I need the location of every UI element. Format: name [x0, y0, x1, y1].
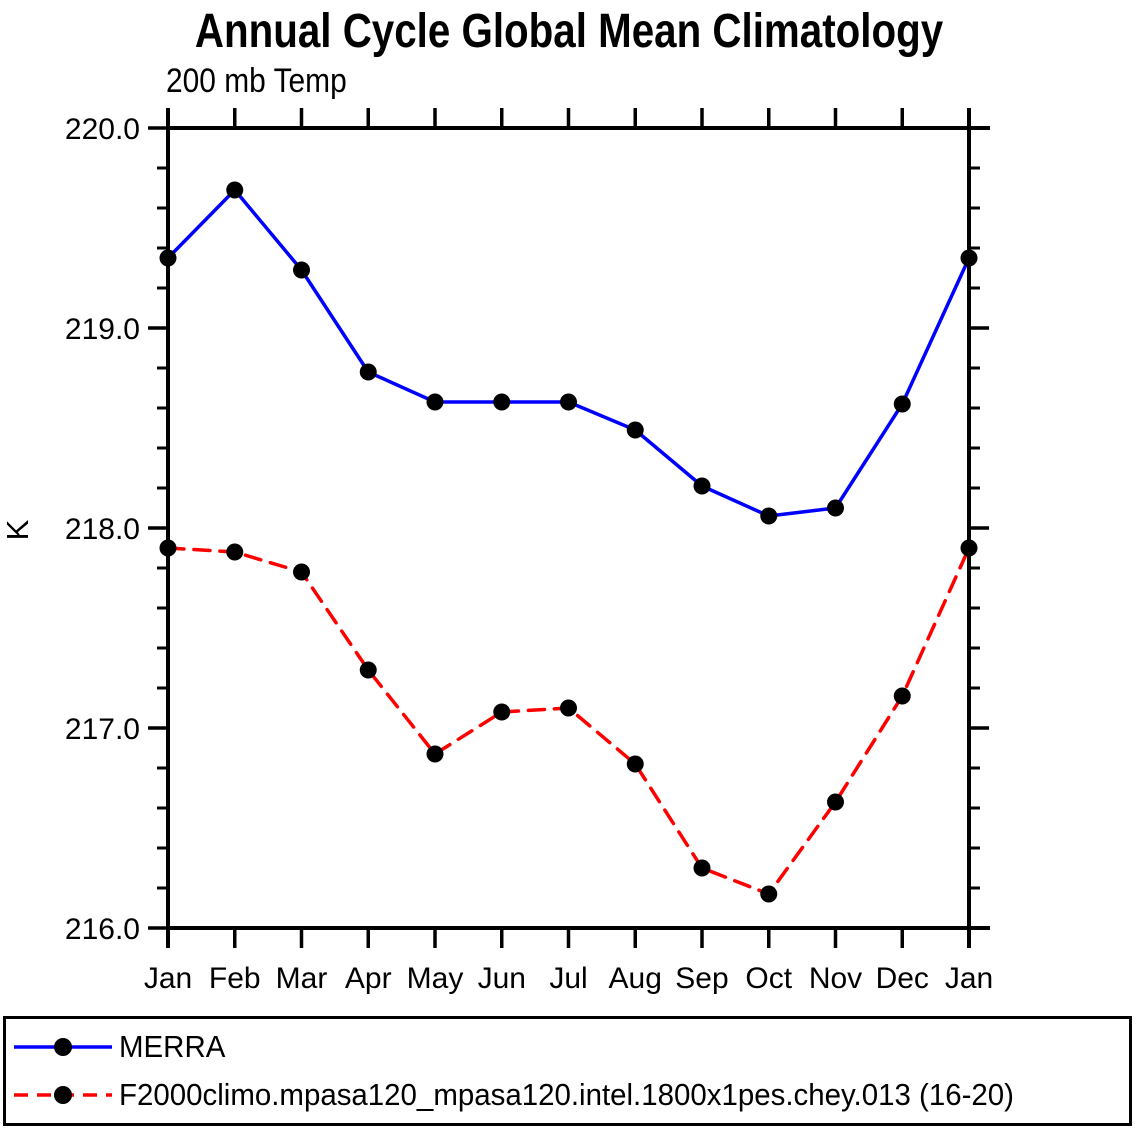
x-tick-label: Oct — [745, 962, 792, 995]
data-point-marker-0 — [426, 393, 444, 411]
x-tick-label: Jan — [945, 962, 993, 995]
chart-subtitle: 200 mb Temp — [166, 62, 347, 100]
x-tick-label: Jan — [144, 962, 192, 995]
x-tick-label: Apr — [345, 962, 392, 995]
chart-title: Annual Cycle Global Mean Climatology — [194, 5, 944, 58]
x-tick-label: Jun — [478, 962, 526, 995]
data-point-marker-0 — [893, 395, 911, 413]
x-tick-label: Aug — [609, 962, 662, 995]
data-point-marker-0 — [159, 249, 177, 267]
data-point-marker-0 — [293, 261, 310, 279]
data-point-marker-1 — [827, 793, 844, 811]
y-tick-label: 217.0 — [65, 713, 140, 746]
legend-dashed-line-icon — [14, 1086, 112, 1104]
x-tick-label: Dec — [876, 962, 929, 995]
y-tick-label: 216.0 — [65, 913, 140, 946]
x-tick-label: Jul — [549, 962, 587, 995]
series-line-1 — [166, 546, 971, 896]
data-point-marker-1 — [760, 885, 778, 903]
data-point-marker-0 — [827, 499, 844, 517]
legend-label-f2000climo: F2000climo.mpasa120_mpasa120.intel.1800x… — [119, 1077, 1014, 1112]
data-point-marker-0 — [226, 181, 244, 199]
x-tick-label: Nov — [809, 962, 862, 995]
series-line-0 — [166, 188, 971, 518]
data-point-marker-1 — [626, 755, 644, 773]
data-point-marker-1 — [560, 699, 577, 717]
legend-box: MERRA F2000climo.mpasa120_mpasa120.intel… — [3, 1016, 1132, 1126]
data-point-marker-0 — [626, 421, 644, 439]
data-point-marker-1 — [960, 539, 978, 557]
x-tick-label: Feb — [209, 962, 261, 995]
data-point-marker-1 — [693, 859, 711, 877]
legend-label-merra: MERRA — [119, 1029, 226, 1064]
data-point-marker-0 — [760, 507, 778, 525]
data-point-marker-1 — [426, 745, 444, 763]
data-point-marker-0 — [560, 393, 577, 411]
data-point-marker-1 — [493, 703, 511, 721]
data-point-marker-0 — [493, 393, 511, 411]
data-point-marker-1 — [893, 687, 911, 705]
x-tick-label: Mar — [276, 962, 328, 995]
data-point-marker-0 — [359, 363, 377, 381]
data-point-marker-0 — [693, 477, 711, 495]
data-point-marker-1 — [226, 543, 244, 561]
x-tick-label: Sep — [675, 962, 728, 995]
data-point-marker-1 — [359, 661, 377, 679]
plot-area: Jan Feb Mar Apr May Jun Jul Aug Sep Oct Nov Dec Jan2… — [65, 108, 993, 995]
y-tick-label: 219.0 — [65, 313, 140, 346]
data-point-marker-1 — [159, 539, 177, 557]
data-point-marker-1 — [293, 563, 310, 581]
legend-item-f2000climo: F2000climo.mpasa120_mpasa120.intel.1800x… — [11, 1077, 1061, 1113]
data-point-marker-0 — [960, 249, 978, 267]
legend-solid-line-icon — [14, 1038, 112, 1056]
x-tick-label: May — [407, 962, 464, 995]
y-tick-label: 218.0 — [65, 513, 140, 546]
y-tick-label: 220.0 — [65, 113, 140, 146]
legend-item-merra: MERRA — [11, 1029, 231, 1065]
